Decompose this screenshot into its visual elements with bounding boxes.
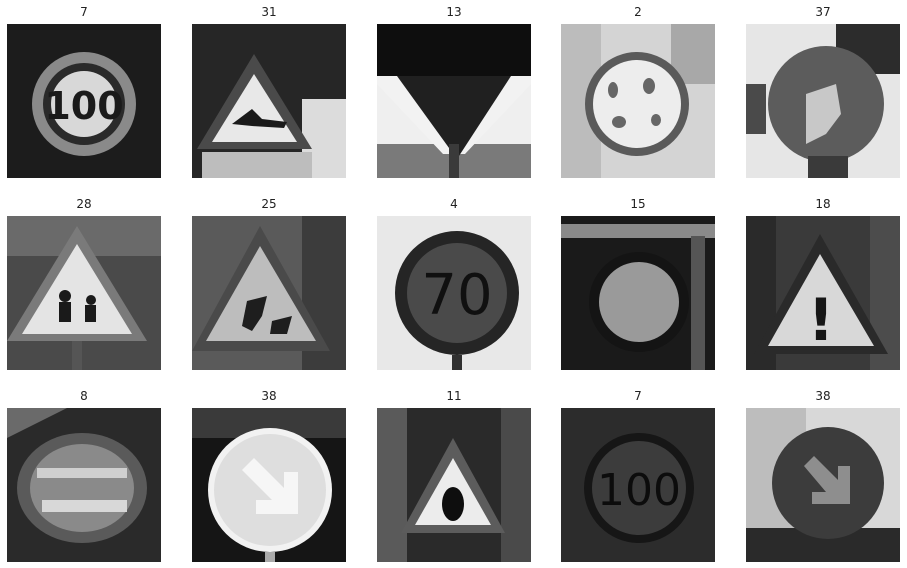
triangle-warning-animal-sign-icon xyxy=(192,24,346,178)
road-work-sign-icon xyxy=(192,216,346,370)
speed-limit-100-sign-icon: 100 xyxy=(561,408,715,562)
keep-right-sign-icon xyxy=(746,408,900,562)
cell-label: 37 xyxy=(815,5,831,19)
sign-text: 70 xyxy=(421,263,492,328)
cell-label: 2 xyxy=(634,5,642,19)
cell-label: 7 xyxy=(80,5,88,19)
cell-label: 31 xyxy=(261,5,277,19)
cell-label: 11 xyxy=(446,389,462,403)
sign-text: ! xyxy=(808,286,834,354)
svg-text:100: 100 xyxy=(44,84,123,128)
cell-label: 18 xyxy=(815,197,831,211)
keep-right-sign-icon xyxy=(192,408,346,562)
cell-label: 15 xyxy=(630,197,646,211)
speed-limit-70-sign-icon: 70 xyxy=(377,216,531,370)
cell-label: 28 xyxy=(76,197,92,211)
blurry-sign-icon xyxy=(7,408,161,562)
right-of-way-sign-icon xyxy=(377,408,531,562)
children-crossing-sign-icon xyxy=(7,216,161,370)
speed-limit-100-sign-icon: 100 xyxy=(7,24,161,178)
round-direction-sign-icon xyxy=(746,24,900,178)
cell-label: 7 xyxy=(634,389,642,403)
cell-label: 38 xyxy=(261,389,277,403)
no-vehicles-sign-icon xyxy=(561,216,715,370)
general-caution-sign-icon: ! xyxy=(746,216,900,370)
cell-label: 25 xyxy=(261,197,277,211)
cell-label: 38 xyxy=(815,389,831,403)
round-sign-icon xyxy=(561,24,715,178)
cell-label: 8 xyxy=(80,389,88,403)
cell-label: 4 xyxy=(450,197,458,211)
cell-label: 13 xyxy=(446,5,462,19)
sign-text: 100 xyxy=(597,465,681,516)
yield-sign-icon xyxy=(377,24,531,178)
